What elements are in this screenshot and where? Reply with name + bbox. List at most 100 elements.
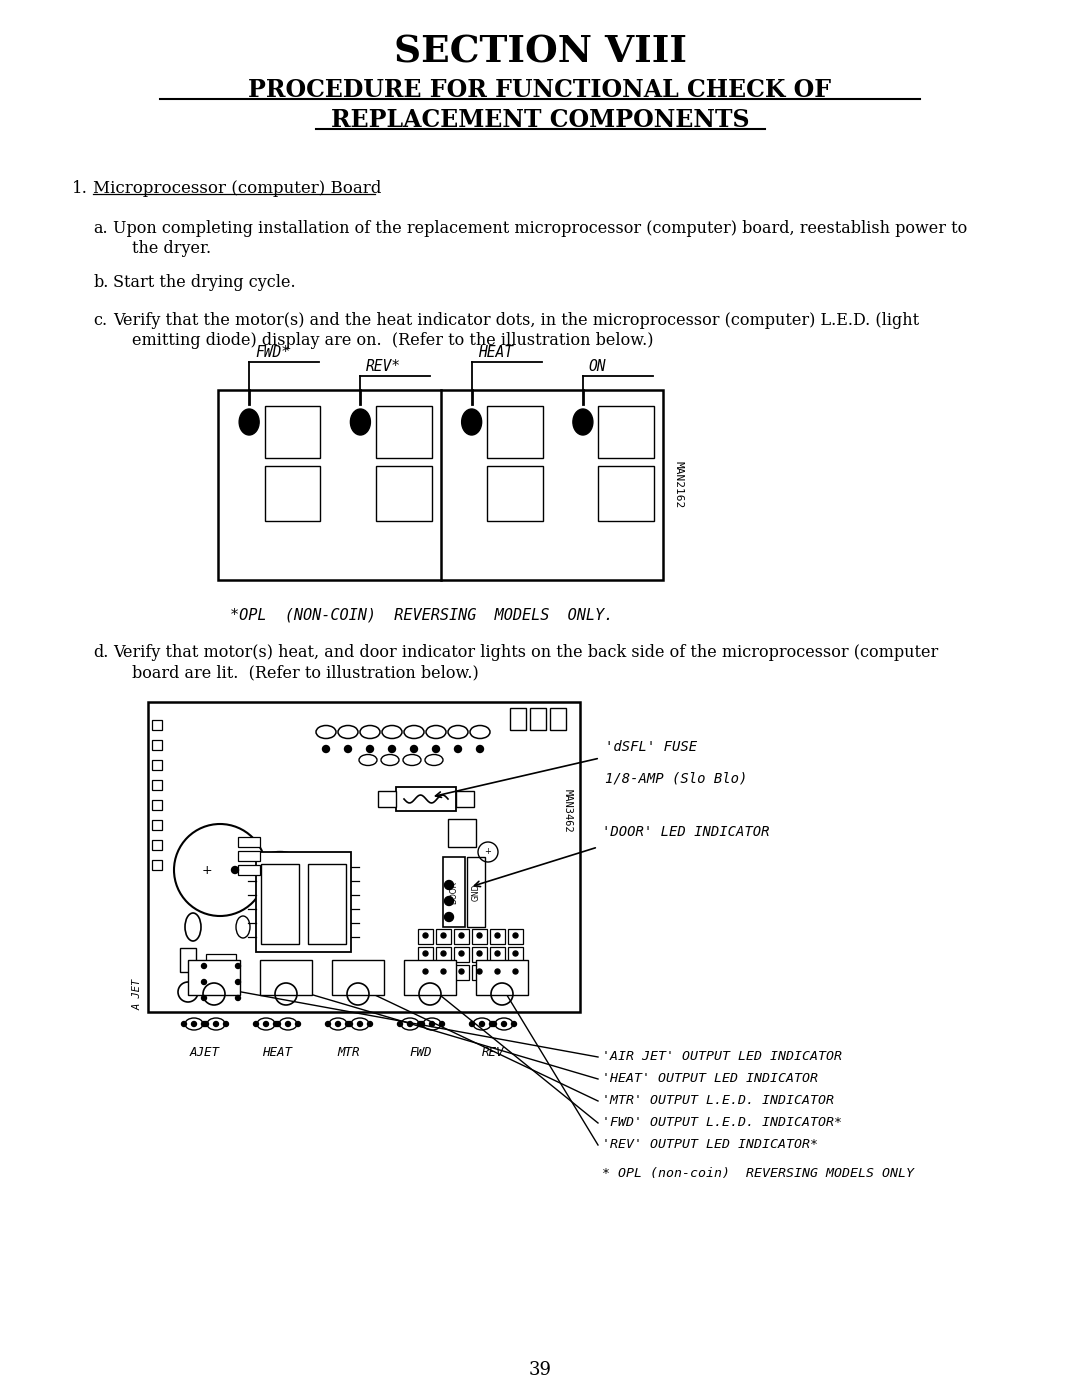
Ellipse shape [470, 1021, 474, 1027]
Bar [404, 960, 456, 995]
Ellipse shape [513, 970, 518, 974]
Ellipse shape [477, 970, 482, 974]
Ellipse shape [461, 409, 482, 434]
Bar [206, 970, 237, 978]
Bar [598, 467, 654, 521]
Ellipse shape [477, 951, 482, 956]
Ellipse shape [459, 970, 464, 974]
Text: MAN3462: MAN3462 [563, 789, 573, 833]
Ellipse shape [430, 1021, 434, 1027]
Text: HEAT: HEAT [477, 345, 513, 360]
Text: the dryer.: the dryer. [132, 240, 211, 257]
Text: 'FWD' OUTPUT L.E.D. INDICATOR*: 'FWD' OUTPUT L.E.D. INDICATOR* [602, 1116, 842, 1130]
Text: MAN2162: MAN2162 [674, 461, 684, 509]
Bar [472, 965, 487, 981]
Bar [152, 719, 162, 731]
Text: c.: c. [93, 312, 107, 330]
Bar [332, 960, 384, 995]
Ellipse shape [296, 1021, 300, 1027]
Bar [152, 780, 162, 789]
Bar [472, 947, 487, 963]
Ellipse shape [445, 912, 454, 922]
Text: 1.: 1. [72, 180, 87, 197]
Ellipse shape [495, 970, 500, 974]
Bar [188, 960, 240, 995]
Text: board are lit.  (Refer to illustration below.): board are lit. (Refer to illustration be… [132, 664, 478, 680]
Bar [376, 467, 432, 521]
Bar [490, 929, 505, 944]
Ellipse shape [513, 933, 518, 937]
Ellipse shape [572, 409, 593, 434]
Ellipse shape [345, 746, 351, 753]
Text: FWD: FWD [409, 1046, 432, 1059]
Bar [152, 840, 162, 849]
Bar [265, 467, 321, 521]
Ellipse shape [348, 1021, 352, 1027]
Ellipse shape [191, 1021, 197, 1027]
Ellipse shape [366, 746, 374, 753]
Text: MTR: MTR [338, 1046, 361, 1059]
Text: Start the drying cycle.: Start the drying cycle. [113, 274, 296, 291]
Ellipse shape [285, 1021, 291, 1027]
Bar [598, 407, 654, 458]
Bar [454, 929, 469, 944]
Ellipse shape [407, 1021, 413, 1027]
Bar [510, 708, 526, 731]
Text: d.: d. [93, 644, 108, 661]
Ellipse shape [445, 897, 454, 905]
Ellipse shape [491, 1021, 497, 1027]
Ellipse shape [441, 933, 446, 937]
Text: REV: REV [482, 1046, 504, 1059]
Text: AJET: AJET [190, 1046, 220, 1059]
Text: REPLACEMENT COMPONENTS: REPLACEMENT COMPONENTS [330, 108, 750, 131]
Ellipse shape [441, 970, 446, 974]
Ellipse shape [336, 1021, 340, 1027]
Ellipse shape [477, 933, 482, 937]
Bar [152, 740, 162, 750]
Text: REV*: REV* [366, 359, 402, 374]
Bar [308, 863, 346, 944]
Ellipse shape [235, 964, 241, 968]
Bar [260, 960, 312, 995]
Text: A JET: A JET [133, 978, 143, 1010]
Bar [418, 965, 433, 981]
Text: SECTION VIII: SECTION VIII [393, 34, 687, 70]
Ellipse shape [432, 746, 440, 753]
Ellipse shape [489, 1021, 495, 1027]
Bar [152, 861, 162, 870]
Bar [152, 760, 162, 770]
Text: 'HEAT' OUTPUT LED INDICATOR: 'HEAT' OUTPUT LED INDICATOR [602, 1073, 818, 1085]
Bar [376, 407, 432, 458]
Bar [418, 947, 433, 963]
Text: 1/8-AMP (Slo Blo): 1/8-AMP (Slo Blo) [605, 773, 747, 787]
Text: 'MTR' OUTPUT L.E.D. INDICATOR: 'MTR' OUTPUT L.E.D. INDICATOR [602, 1094, 834, 1108]
Ellipse shape [440, 1021, 445, 1027]
Ellipse shape [459, 951, 464, 956]
Bar [487, 467, 543, 521]
Bar [454, 965, 469, 981]
Ellipse shape [254, 1021, 258, 1027]
Bar [454, 947, 469, 963]
Ellipse shape [495, 951, 500, 956]
Ellipse shape [455, 746, 461, 753]
Text: a.: a. [93, 219, 108, 237]
Bar [508, 947, 523, 963]
Ellipse shape [495, 933, 500, 937]
Ellipse shape [350, 409, 370, 434]
Text: FWD*: FWD* [255, 345, 291, 360]
Ellipse shape [235, 996, 241, 1000]
Bar [508, 965, 523, 981]
Text: Upon completing installation of the replacement microprocessor (computer) board,: Upon completing installation of the repl… [113, 219, 968, 237]
Bar [238, 837, 260, 847]
Bar [456, 791, 474, 807]
Ellipse shape [181, 1021, 187, 1027]
Ellipse shape [423, 970, 428, 974]
Text: Microprocessor (computer) Board: Microprocessor (computer) Board [93, 180, 381, 197]
Bar [436, 947, 451, 963]
Ellipse shape [418, 1021, 422, 1027]
Ellipse shape [513, 951, 518, 956]
Text: * OPL (non-coin)  REVERSING MODELS ONLY: * OPL (non-coin) REVERSING MODELS ONLY [602, 1166, 914, 1180]
Ellipse shape [202, 964, 206, 968]
Bar [490, 947, 505, 963]
Text: emitting diode) display are on.  (Refer to the illustration below.): emitting diode) display are on. (Refer t… [132, 332, 653, 349]
